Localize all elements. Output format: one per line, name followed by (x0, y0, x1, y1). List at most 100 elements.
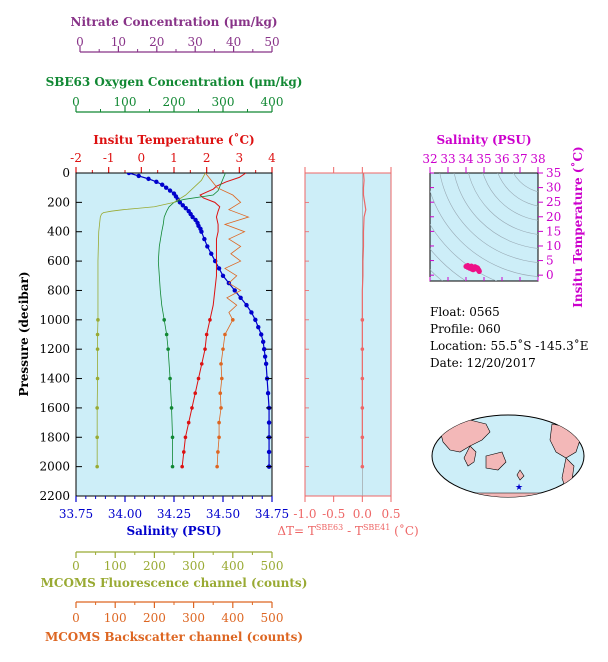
salinity-point (261, 346, 267, 352)
backscatter-point (223, 332, 227, 337)
temperature-point (180, 464, 184, 469)
salinity-point (220, 273, 226, 278)
fluorescence-axis: 0 100 200 300 400 500 MCOMS Fluorescence chan… (41, 551, 308, 590)
salinity-point (163, 185, 169, 190)
backscatter-point (231, 318, 235, 322)
temperature-tick-label: 2 (203, 151, 211, 165)
salinity-point (266, 420, 272, 425)
fluorescence-point (95, 435, 99, 440)
backscatter-point (219, 362, 223, 366)
ts-x-tick-label: 35 (476, 152, 491, 166)
oxygen-tick-label: 0 (72, 95, 80, 109)
salinity-point (209, 251, 214, 256)
oxygen-tick-label: 200 (163, 95, 186, 109)
delta-t-tick-label: -1.0 (293, 507, 316, 521)
date: Date: 12/20/2017 (430, 356, 536, 370)
pressure-tick-label: 0 (62, 166, 70, 180)
fluorescence-tick-label: 300 (182, 559, 205, 573)
ts-point (475, 265, 481, 271)
pressure-axis-label: Pressure (decibar) (17, 271, 31, 396)
delta-t-tick-label: -0.5 (322, 507, 345, 521)
pressure-tick-label: 2000 (39, 460, 70, 474)
temperature-point (203, 347, 207, 351)
fluorescence-tick-label: 100 (104, 559, 127, 573)
salinity-axis: 33.75 34.00 34.25 34.50 34.75 (59, 496, 289, 521)
float-info: Float: 0565 Profile: 060 Location: 55.5˚… (430, 305, 588, 370)
salinity-point (199, 229, 204, 234)
ts-x-tick-label: 34 (458, 152, 474, 166)
oxygen-point (168, 376, 172, 381)
oxygen-point (164, 332, 169, 337)
backscatter-axis-label: MCOMS Backscatter channel (counts) (45, 630, 303, 644)
delta-t-panel (304, 172, 392, 497)
temperature-point (204, 332, 209, 337)
salinity-axis-label: Salinity (PSU) (126, 524, 221, 538)
delta-t-point (360, 435, 365, 440)
ts-x-tick-label: 38 (530, 152, 545, 166)
temperature-tick-label: 4 (268, 151, 276, 165)
pressure-axis: 0 200 400 600 800 1000 1200 1400 1600 1800 2000 220… (39, 166, 272, 503)
ts-x-tick-label: 36 (494, 152, 509, 166)
backscatter-point (219, 406, 223, 410)
salinity-point (205, 244, 210, 249)
oxygen-axis-label: SBE63 Oxygen Concentration (μm/kg) (46, 75, 303, 89)
salinity-point (190, 214, 195, 220)
fluorescence-point (95, 332, 100, 337)
salinity-point (262, 354, 268, 359)
salinity-tick-label: 34.00 (108, 507, 142, 521)
fluorescence-axis-label: MCOMS Fluorescence channel (counts) (41, 576, 308, 590)
fluorescence-tick-label: 0 (72, 559, 80, 573)
delta-t-axis: -1.0 -0.5 0.0 0.5 (293, 167, 401, 521)
delta-t-point (360, 406, 365, 410)
delta-t-point (360, 347, 365, 351)
temperature-tick-label: -2 (70, 151, 82, 165)
pressure-tick-label: 1000 (39, 313, 70, 327)
ts-y-tick-label: 0 (546, 268, 554, 282)
temperature-profile-line (181, 173, 247, 467)
main-profile-panel (75, 172, 273, 497)
salinity-point (238, 295, 243, 300)
salinity-tick-label: 33.75 (59, 507, 93, 521)
salinity-point (244, 302, 249, 308)
salinity-point (183, 206, 188, 211)
oxygen-point (162, 318, 166, 322)
float-position-star-icon: ★ (515, 483, 523, 493)
fluorescence-point (95, 376, 100, 381)
salinity-point (136, 173, 141, 179)
nitrate-tick-label: 10 (111, 35, 126, 49)
oxygen-tick-label: 100 (114, 95, 137, 109)
pressure-tick-label: 1400 (39, 372, 70, 386)
pressure-tick-label: 1800 (39, 430, 70, 444)
pressure-tick-label: 200 (47, 195, 70, 209)
oxygen-point (169, 406, 174, 410)
ts-temperature-label: Insitu Temperature (˚C) (570, 146, 585, 307)
fluorescence-profile-line (96, 173, 206, 467)
pressure-tick-label: 2200 (39, 489, 70, 503)
pressure-tick-label: 800 (47, 283, 70, 297)
backscatter-tick-label: 0 (72, 611, 80, 625)
temperature-axis-label: Insitu Temperature (˚C) (93, 132, 254, 147)
salinity-point (263, 361, 269, 367)
oxygen-tick-label: 400 (261, 95, 284, 109)
temperature-point (199, 362, 204, 366)
ts-x-tick-label: 32 (422, 152, 437, 166)
backscatter-tick-label: 200 (143, 611, 166, 625)
backscatter-axis: 0 100 200 300 400 500 MCOMS Backscatter chann… (45, 601, 303, 644)
temperature-tick-label: -1 (103, 151, 115, 165)
backscatter-point (216, 450, 220, 454)
backscatter-point (218, 391, 223, 396)
nitrate-tick-label: 20 (149, 35, 164, 49)
salinity-point (259, 332, 264, 337)
ts-y-tick-label: 5 (546, 254, 554, 268)
nitrate-tick-label: 30 (188, 35, 203, 49)
oxygen-point (166, 347, 170, 351)
fluorescence-point (96, 318, 100, 322)
fluorescence-tick-label: 500 (261, 559, 284, 573)
salinity-point (154, 179, 159, 185)
temperature-point (193, 391, 198, 396)
profile-number: Profile: 060 (430, 322, 501, 336)
ts-x-tick-label: 33 (440, 152, 455, 166)
nitrate-tick-label: 40 (226, 35, 241, 49)
oxygen-axis: SBE63 Oxygen Concentration (μm/kg) 0 100 2… (46, 75, 303, 113)
